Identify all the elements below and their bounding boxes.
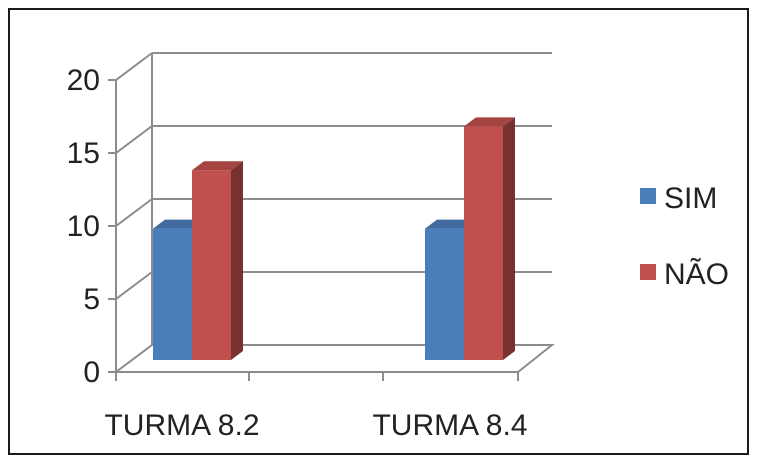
x-tick-label: TURMA 8.4 [372,409,527,442]
legend-label: NÃO [664,257,729,291]
legend-swatch [640,188,656,204]
bar-top [425,219,476,229]
y-tick-label: 20 [67,64,100,97]
y-tick-label: 5 [83,283,100,316]
bar-front [153,228,192,360]
y-tick-label: 10 [67,210,100,243]
gridline-side [115,271,153,300]
bar-front [192,170,231,360]
tick-labels: 0 5 10 15 20 TURMA 8.2 TURMA 8.4 [67,64,528,442]
bar-não-1 [464,117,515,361]
chart-frame [8,8,749,455]
bar-top [153,219,204,229]
legend: SIM NÃO [640,182,729,291]
legend-item-não: NÃO [640,257,729,291]
bar-side [231,161,243,360]
legend-item-sim: SIM [640,182,717,215]
bar-front [464,126,503,361]
legend-label: SIM [664,182,717,215]
gridline-side [115,52,153,81]
bar-side [503,117,515,361]
bars [153,117,515,361]
gridline-side [115,125,153,154]
bar-top [464,117,515,127]
y-tick-label: 0 [83,356,100,389]
y-tick-label: 15 [67,137,100,170]
bar-não-0 [192,161,243,360]
bar-front [425,228,464,360]
bar-top [192,161,243,171]
gridline-side [115,198,153,227]
x-tick-label: TURMA 8.2 [104,409,259,442]
legend-swatch [640,264,656,280]
